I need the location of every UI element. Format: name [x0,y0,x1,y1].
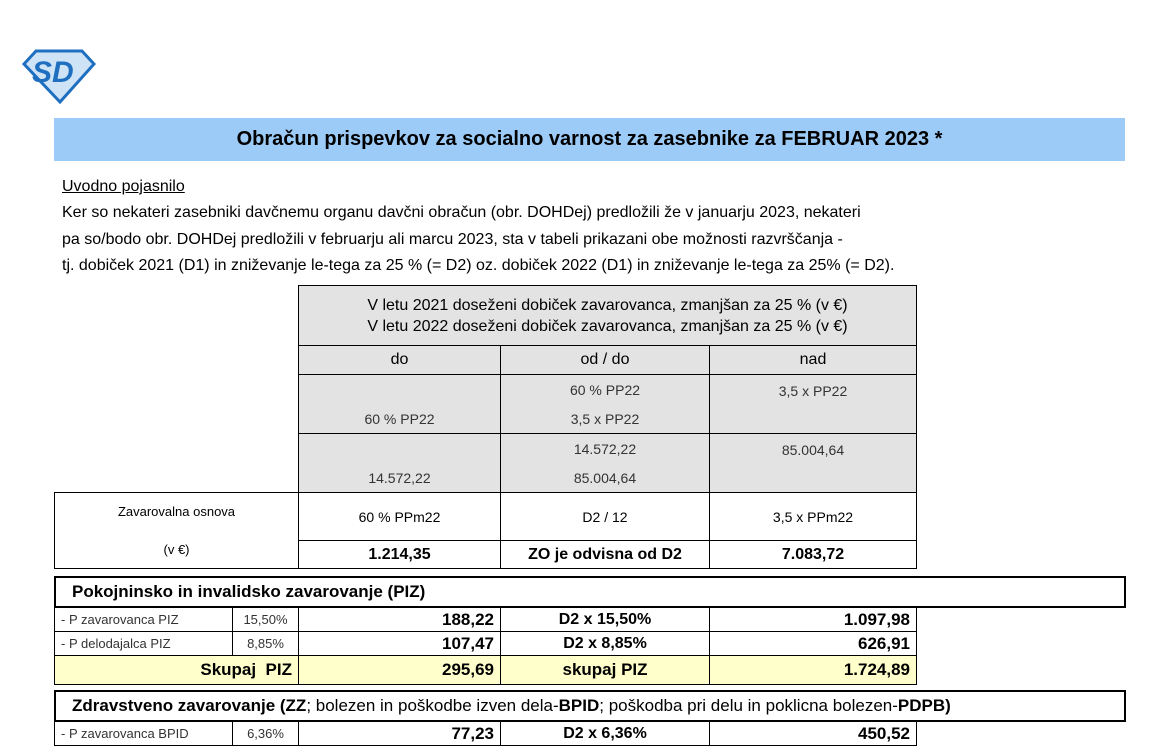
piz-row-rate: 8,85% [232,631,299,656]
col-od-do: od / do [500,345,710,375]
piz-total-od: skupaj PIZ [500,655,710,685]
zz-row-rate: 6,36% [232,721,299,746]
profit-header: V letu 2021 doseženi dobiček zavarovanca… [298,285,917,346]
zo-label-cell: Zavarovalna osnova (v €) [54,492,299,569]
amount-do: 14.572,22 [298,433,501,493]
intro-line: Ker so nekateri zasebniki davčnemu organ… [62,204,861,221]
piz-row-od: D2 x 15,50% [500,607,710,632]
zz-header-part: ZZ [285,696,307,715]
piz-row-do: 188,22 [298,607,501,632]
zz-row-od: D2 x 6,36% [500,721,710,746]
amount-od-to: 85.004,64 [573,469,637,486]
piz-row-nad: 1.097,98 [709,607,917,632]
zz-header: Zdravstveno zavarovanje (ZZ; bolezen in … [54,690,1126,722]
zz-row-do: 77,23 [298,721,501,746]
header-line: V letu 2022 doseženi dobiček zavarovanca… [367,317,848,335]
pp-od-to: 3,5 x PP22 [570,410,640,427]
zz-row-nad: 450,52 [709,721,917,746]
intro-line: tj. dobiček 2021 (D1) in zniževanje le-t… [62,257,895,274]
pp-nad: 3,5 x PP22 [709,374,917,434]
amount-od-from: 14.572,22 [573,440,637,457]
piz-row-od: D2 x 8,85% [500,631,710,656]
zo-do: 60 % PPm22 [298,492,501,541]
amount-nad: 85.004,64 [709,433,917,493]
piz-row-label: - P zavarovanca PIZ [54,607,233,632]
piz-total-label: Skupaj PIZ [54,655,299,685]
zz-header-part: ; bolezen in poškodbe izven dela- [306,696,559,715]
zo-nad: 3,5 x PPm22 [709,492,917,541]
svg-text:SD: SD [32,56,74,89]
zz-row-label: - P zavarovanca BPID [54,721,233,746]
header-line: V letu 2021 doseženi dobiček zavarovanca… [367,296,848,314]
intro-line: pa so/bodo obr. DOHDej predložili v febr… [62,231,843,248]
piz-row-label: - P delodajalca PIZ [54,631,233,656]
page-title: Obračun prispevkov za socialno varnost z… [54,118,1125,161]
zo-unit: (v €) [163,541,190,557]
zz-header-part: ; poškodba pri delu in poklicna bolezen- [599,696,898,715]
zo-value-do: 1.214,35 [298,540,501,569]
piz-row-do: 107,47 [298,631,501,656]
pp-do: 60 % PP22 [298,374,501,434]
zz-header-part: ) [945,696,951,715]
piz-total-nad: 1.724,89 [709,655,917,685]
zz-header-part: Zdravstveno zavarovanje ( [72,696,286,715]
zo-value-od: ZO je odvisna od D2 [500,540,710,569]
pp-od-from: 60 % PP22 [569,381,641,398]
piz-row-nad: 626,91 [709,631,917,656]
zo-od: D2 / 12 [500,492,710,541]
piz-header: Pokojninsko in invalidsko zavarovanje (P… [54,576,1126,608]
pp-od: 60 % PP22 3,5 x PP22 [500,374,710,434]
piz-row-rate: 15,50% [232,607,299,632]
zo-value-nad: 7.083,72 [709,540,917,569]
zz-header-part: BPID [558,696,600,715]
company-logo: SD [21,48,97,109]
col-do: do [298,345,501,375]
col-nad: nad [709,345,917,375]
amount-od: 14.572,22 85.004,64 [500,433,710,493]
zo-label: Zavarovalna osnova [117,504,236,520]
intro-heading: Uvodno pojasnilo [62,178,185,195]
piz-total-do: 295,69 [298,655,501,685]
zz-header-part: PDPB [897,696,946,715]
